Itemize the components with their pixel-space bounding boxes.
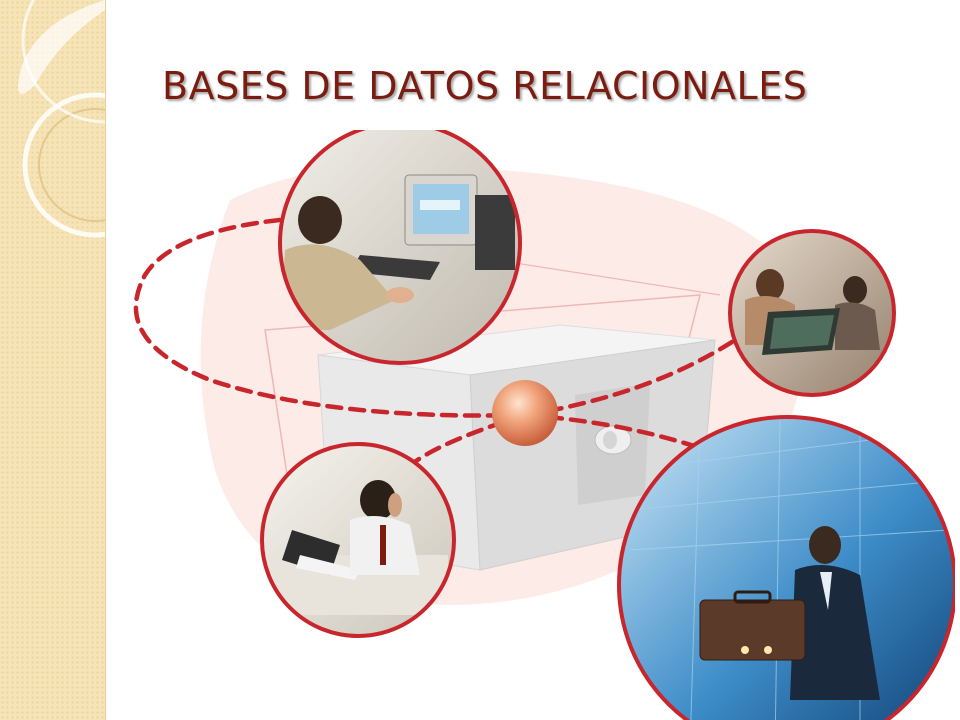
decorative-side-band bbox=[0, 0, 106, 720]
man-at-computer-photo bbox=[278, 130, 522, 365]
man-on-phone-photo bbox=[260, 442, 456, 638]
database-network-illustration bbox=[133, 130, 955, 720]
orange-sphere-icon bbox=[492, 380, 558, 446]
page-title: BASES DE DATOS RELACIONALES bbox=[162, 64, 808, 108]
arc-decoration-icon bbox=[18, 0, 105, 238]
meeting-laptop-photo bbox=[728, 229, 896, 397]
